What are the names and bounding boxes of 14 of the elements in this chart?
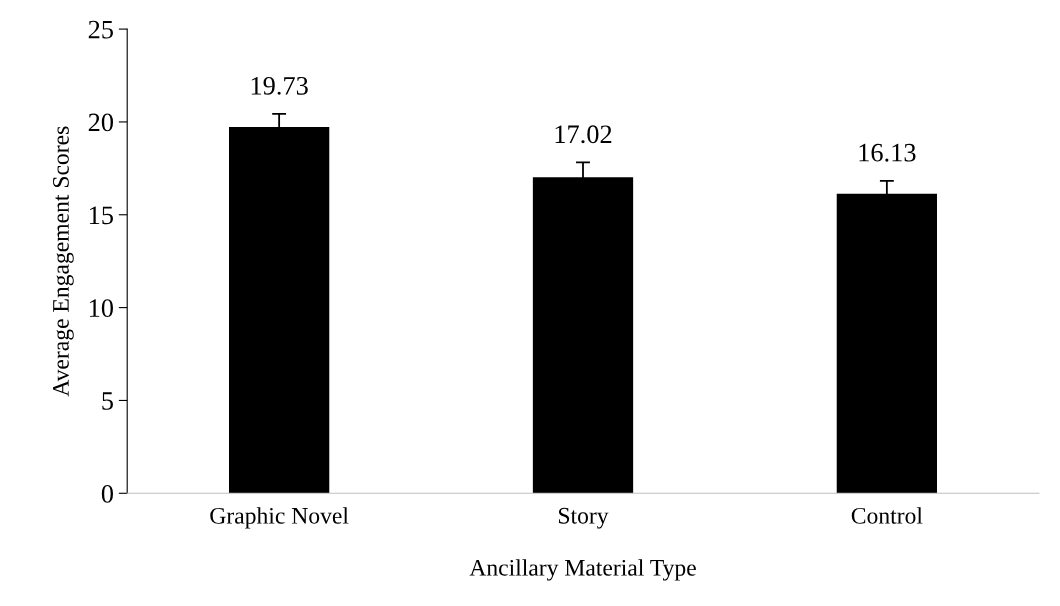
x-tick-label: Story [559, 507, 609, 529]
y-tick-label: 15 [89, 206, 113, 225]
data-label: 17.02 [555, 125, 612, 144]
y-tick-label: 0 [101, 484, 113, 503]
y-tick-label: 5 [102, 392, 113, 410]
x-axis-title: Ancillary Material Type [469, 559, 696, 581]
y-tick-label: 25 [88, 20, 113, 39]
data-label: 19.73 [251, 76, 308, 95]
data-label: 16.13 [859, 143, 916, 162]
y-axis-title: Average Engagement Scores [53, 126, 74, 397]
y-tick-label: 10 [89, 299, 113, 318]
x-tick-label: Control [851, 507, 923, 524]
y-tick-label: 20 [88, 113, 113, 132]
x-tick-label: Graphic Novel [210, 507, 349, 529]
